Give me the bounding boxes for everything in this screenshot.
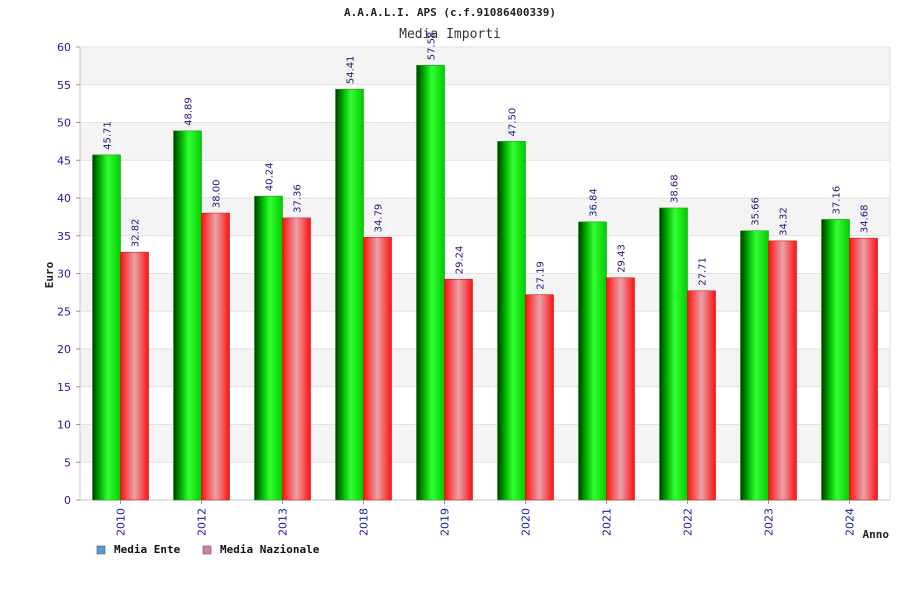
y-tick-label: 40 (57, 192, 71, 205)
x-tick-label-2023: 2023 (763, 508, 776, 536)
data-label-media-ente-2022: 38.68 (670, 174, 681, 203)
y-tick-label: 0 (64, 494, 71, 507)
y-tick-label: 10 (57, 419, 71, 432)
x-tick-label-2024: 2024 (844, 508, 857, 536)
data-label-media-nazionale-2012: 38.00 (212, 179, 223, 208)
data-label-media-ente-2010: 45.71 (103, 121, 114, 150)
chart-subtitle: Media Importi (399, 27, 501, 42)
bar-media-ente-2010 (92, 154, 121, 501)
x-tick-label-2013: 2013 (277, 508, 290, 536)
y-tick-label: 25 (57, 305, 71, 318)
data-label-media-ente-2013: 40.24 (265, 163, 276, 192)
grid-band (80, 122, 890, 161)
bar-media-nazionale-2019 (444, 278, 473, 501)
grid-band (80, 160, 890, 198)
data-label-media-nazionale-2021: 29.43 (617, 244, 628, 273)
x-tick-label-2010: 2010 (115, 508, 128, 536)
bar-media-nazionale-2010 (120, 251, 149, 501)
legend-label-media-nazionale: Media Nazionale (220, 543, 320, 556)
data-label-media-nazionale-2023: 34.32 (779, 207, 790, 236)
bar-media-nazionale-2012 (201, 212, 230, 501)
bar-media-ente-2013 (254, 195, 283, 501)
data-label-media-ente-2020: 47.50 (508, 108, 519, 137)
x-tick-label-2021: 2021 (601, 508, 614, 536)
legend-label-media-ente: Media Ente (114, 543, 181, 556)
x-axis-title: Anno (863, 528, 890, 541)
bar-media-ente-2019 (416, 64, 445, 501)
y-tick-label: 20 (57, 343, 71, 356)
y-tick-label: 30 (57, 268, 71, 281)
data-label-media-nazionale-2022: 27.71 (698, 257, 709, 286)
bar-media-nazionale-2021 (606, 277, 635, 501)
x-axis-ticks: 2010 2012 2013 2018 2019 2020 2021 2022 2023 2024 (115, 500, 857, 536)
bar-media-nazionale-2013 (282, 217, 311, 501)
bar-media-nazionale-2024 (849, 237, 878, 501)
y-tick-label: 35 (57, 230, 71, 243)
x-tick-label-2012: 2012 (196, 508, 209, 536)
x-tick-label-2020: 2020 (520, 508, 533, 536)
y-tick-label: 55 (57, 79, 71, 92)
x-tick-label-2019: 2019 (439, 508, 452, 536)
bar-data-labels: 45.71 32.82 48.89 38.00 40.24 37.36 54.41 34.79… (103, 32, 871, 290)
bar-media-ente-2021 (578, 221, 607, 501)
data-label-media-nazionale-2024: 34.68 (860, 205, 871, 234)
data-label-media-ente-2018: 54.41 (346, 56, 357, 85)
data-label-media-nazionale-2018: 34.79 (374, 204, 385, 233)
legend-swatch-media-ente (96, 545, 106, 555)
bar-media-ente-2024 (821, 219, 850, 501)
legend-item-media-ente: Media Ente (96, 543, 181, 556)
chart-title: A.A.A.L.I. APS (c.f.91086400339) (344, 6, 556, 19)
y-axis-title: Euro (43, 261, 56, 288)
legend-swatch-media-nazionale (202, 545, 212, 555)
bars (92, 64, 878, 501)
bar-media-nazionale-2020 (525, 294, 554, 501)
bar-media-ente-2018 (335, 88, 364, 501)
data-label-media-nazionale-2013: 37.36 (293, 184, 304, 213)
y-tick-label: 60 (57, 41, 71, 54)
bar-media-ente-2020 (497, 141, 526, 501)
data-label-media-nazionale-2019: 29.24 (455, 246, 466, 275)
y-tick-label: 50 (57, 117, 71, 130)
bar-media-nazionale-2018 (363, 237, 392, 501)
data-label-media-ente-2023: 35.66 (751, 197, 762, 226)
grid-band (80, 47, 890, 85)
data-label-media-ente-2012: 48.89 (184, 97, 195, 126)
bar-media-nazionale-2023 (768, 240, 797, 501)
legend-item-media-nazionale: Media Nazionale (202, 543, 320, 556)
data-label-media-ente-2019: 57.58 (427, 32, 438, 61)
x-tick-label-2022: 2022 (682, 508, 695, 536)
bar-media-ente-2023 (740, 230, 769, 501)
bar-media-ente-2022 (659, 207, 688, 501)
x-tick-label-2018: 2018 (358, 508, 371, 536)
data-label-media-ente-2021: 36.84 (589, 188, 600, 217)
bar-media-nazionale-2022 (687, 290, 716, 501)
data-label-media-ente-2024: 37.16 (832, 186, 843, 215)
legend: Media Ente Media Nazionale (96, 543, 320, 556)
grid-band (80, 84, 890, 123)
data-label-media-nazionale-2010: 32.82 (131, 219, 142, 248)
bar-media-ente-2012 (173, 130, 202, 501)
data-label-media-nazionale-2020: 27.19 (536, 261, 547, 290)
y-tick-label: 15 (57, 381, 71, 394)
y-axis-ticks: 0 5 10 15 20 25 30 35 40 45 50 55 60 (57, 41, 80, 507)
y-tick-label: 45 (57, 154, 71, 167)
y-tick-label: 5 (64, 456, 71, 469)
